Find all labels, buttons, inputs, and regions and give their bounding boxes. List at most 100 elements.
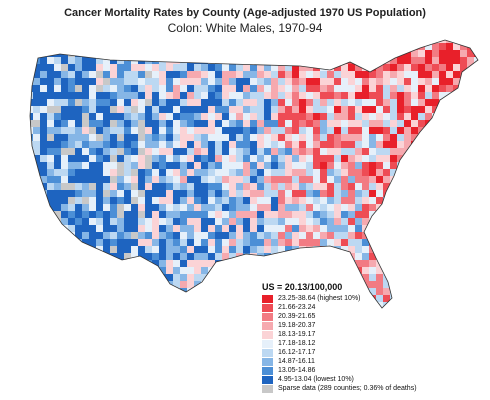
county-cell	[103, 43, 110, 50]
county-cell	[362, 99, 369, 106]
county-cell	[362, 106, 369, 113]
county-cell	[278, 239, 285, 246]
county-cell	[180, 253, 187, 260]
county-cell	[285, 218, 292, 225]
county-cell	[306, 176, 313, 183]
county-cell	[96, 225, 103, 232]
county-cell	[481, 120, 488, 127]
county-cell	[117, 295, 124, 302]
county-cell	[124, 225, 131, 232]
county-cell	[82, 281, 89, 288]
county-cell	[341, 78, 348, 85]
county-cell	[376, 141, 383, 148]
county-cell	[173, 302, 180, 308]
county-cell	[299, 183, 306, 190]
county-cell	[362, 155, 369, 162]
county-cell	[271, 85, 278, 92]
county-cell	[467, 183, 474, 190]
county-cell	[40, 57, 47, 64]
county-cell	[320, 113, 327, 120]
county-cell	[453, 148, 460, 155]
county-cell	[481, 260, 488, 267]
county-cell	[278, 260, 285, 267]
legend-swatch	[262, 384, 273, 393]
county-cell	[47, 92, 54, 99]
legend-label: 13.05-14.86	[278, 367, 316, 374]
county-cell	[30, 239, 33, 246]
county-cell	[348, 134, 355, 141]
county-cell	[68, 260, 75, 267]
county-cell	[103, 113, 110, 120]
county-cell	[96, 190, 103, 197]
county-cell	[397, 204, 404, 211]
county-cell	[89, 43, 96, 50]
county-cell	[173, 176, 180, 183]
county-cell	[250, 148, 257, 155]
county-cell	[138, 127, 145, 134]
county-cell	[334, 204, 341, 211]
county-cell	[257, 183, 264, 190]
county-cell	[201, 260, 208, 267]
county-cell	[117, 218, 124, 225]
county-cell	[82, 113, 89, 120]
county-cell	[383, 78, 390, 85]
county-cell	[271, 225, 278, 232]
county-cell	[124, 50, 131, 57]
county-cell	[439, 78, 446, 85]
county-cell	[159, 78, 166, 85]
county-cell	[432, 267, 439, 274]
county-cell	[131, 71, 138, 78]
county-cell	[250, 169, 257, 176]
county-cell	[166, 288, 173, 295]
county-cell	[348, 218, 355, 225]
county-cell	[152, 106, 159, 113]
county-cell	[229, 288, 236, 295]
county-cell	[187, 211, 194, 218]
county-cell	[117, 239, 124, 246]
county-cell	[173, 260, 180, 267]
county-cell	[355, 197, 362, 204]
county-cell	[320, 99, 327, 106]
county-cell	[264, 85, 271, 92]
county-cell	[68, 295, 75, 302]
county-cell	[341, 183, 348, 190]
county-cell	[117, 78, 124, 85]
county-cell	[390, 43, 397, 50]
county-cell	[362, 197, 369, 204]
county-cell	[145, 309, 152, 316]
county-cell	[124, 176, 131, 183]
county-cell	[208, 211, 215, 218]
county-cell	[467, 218, 474, 225]
county-cell	[383, 113, 390, 120]
county-cell	[103, 274, 110, 281]
county-cell	[243, 267, 250, 274]
county-cell	[404, 260, 411, 267]
county-cell	[299, 141, 306, 148]
county-cell	[173, 218, 180, 225]
county-cell	[173, 155, 180, 162]
county-cell	[82, 120, 89, 127]
county-cell	[460, 40, 467, 43]
county-cell	[362, 211, 369, 218]
county-cell	[481, 99, 488, 106]
county-cell	[432, 176, 439, 183]
county-cell	[285, 183, 292, 190]
county-cell	[145, 225, 152, 232]
county-cell	[250, 239, 257, 246]
county-cell	[138, 309, 145, 316]
county-cell	[110, 169, 117, 176]
county-cell	[460, 197, 467, 204]
county-cell	[327, 169, 334, 176]
county-cell	[446, 197, 453, 204]
county-cell	[285, 155, 292, 162]
county-cell	[208, 99, 215, 106]
county-cell	[285, 246, 292, 253]
county-cell	[208, 232, 215, 239]
county-cell	[425, 204, 432, 211]
county-cell	[390, 78, 397, 85]
county-cell	[376, 71, 383, 78]
county-cell	[187, 169, 194, 176]
county-cell	[47, 267, 54, 274]
county-cell	[103, 302, 110, 308]
county-cell	[54, 239, 61, 246]
